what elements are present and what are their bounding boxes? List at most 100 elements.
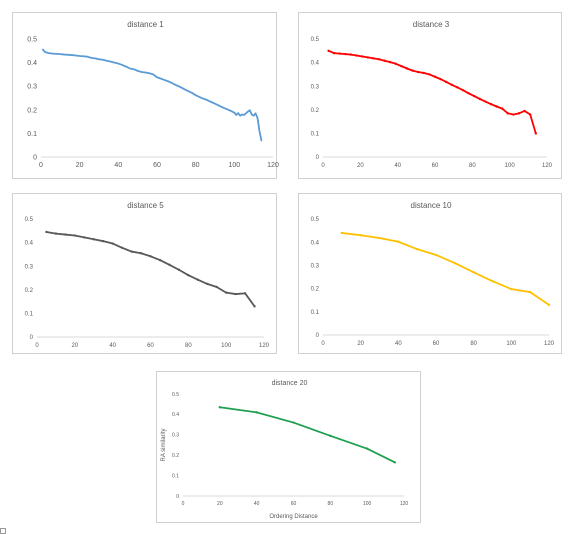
data-point [478,97,481,101]
x-axis-label: Ordering Distance [269,514,318,520]
data-point [491,279,494,283]
data-point [187,273,190,277]
y-tick-label: 0.2 [27,107,37,114]
data-point [45,230,48,234]
data-point [292,421,295,424]
x-tick-label: 120 [259,343,270,349]
data-point [400,64,403,68]
data-point [111,242,114,245]
data-point [510,287,513,291]
data-point [394,62,397,65]
series-line [42,48,263,142]
y-tick-label: 0.3 [27,84,37,91]
data-point [365,447,369,450]
data-point [333,51,336,55]
x-tick-label: 60 [432,163,439,169]
x-tick-label: 80 [469,163,476,169]
chart-title: distance 10 [411,201,452,210]
data-point [149,255,152,258]
x-tick-label: 120 [400,501,409,507]
data-point [340,231,344,235]
y-tick-label: 0.4 [311,61,320,67]
data-point [383,59,386,62]
data-point [224,291,228,294]
data-point [506,112,509,115]
y-tick-label: 0.1 [172,473,179,479]
data-point [393,461,396,464]
data-point [434,253,438,257]
x-tick-label: 40 [109,343,116,349]
x-tick-label: 120 [544,341,555,347]
series-line [45,231,256,308]
x-tick-label: 60 [147,343,154,349]
chart-panel-distance-3: distance 3 0 0.1 0.2 0.3 0.4 0.5 0 20 40 60 80 100 12… [298,12,562,179]
data-point [329,434,332,438]
x-tick-label: 40 [395,341,402,347]
x-tick-label: 20 [357,341,364,347]
y-tick-label: 0.1 [311,310,320,316]
x-tick-label: 40 [394,163,401,169]
y-tick-label: 0.2 [25,288,34,294]
y-tick-label: 0.3 [311,84,320,90]
y-tick-label: 0 [316,155,320,161]
x-tick-label: 120 [267,162,279,169]
data-point [501,107,504,110]
data-point [547,303,551,307]
y-tick-label: 0.1 [27,131,37,138]
chart-title: distance 20 [272,380,308,387]
x-tick-label: 20 [71,343,78,349]
x-tick-label: 0 [39,162,43,169]
data-point [338,52,341,55]
data-point [139,252,143,255]
data-point [253,305,256,308]
data-point [473,94,476,98]
y-tick-label: 0.4 [172,412,179,418]
data-point [517,112,521,115]
y-tick-label: 0.1 [25,312,34,318]
x-tick-label: 0 [321,341,325,347]
data-point [73,234,77,237]
data-point [378,236,381,240]
data-point [83,236,86,239]
x-tick-label: 0 [182,501,185,507]
x-tick-label: 20 [357,163,364,169]
data-point [372,57,375,60]
chart-svg: distance 20 0 0.1 0.2 0.3 0.4 0.5 0 20 40 60 80 100 1… [161,380,409,520]
y-tick-label: 0.5 [311,37,320,43]
data-point [196,278,199,281]
data-point [528,290,532,294]
y-tick-label: 0 [176,494,179,500]
chart-panel-distance-10: distance 10 0 0.1 0.2 0.3 0.4 0.5 0 20 40 60 80 100 1… [298,193,562,354]
data-point [130,250,133,253]
chart-svg: distance 10 0 0.1 0.2 0.3 0.4 0.5 0 20 40 60 80 100 1… [311,201,555,347]
y-tick-label: 0.2 [172,453,179,459]
chart-panel-distance-20: distance 20 0 0.1 0.2 0.3 0.4 0.5 0 20 40 60 80 100 1… [156,371,421,523]
chart-title: distance 3 [413,20,450,29]
data-point [512,113,515,116]
data-point [484,100,487,103]
data-point [389,60,392,64]
data-point [439,77,442,81]
y-tick-label: 0 [30,335,34,341]
chart-panel-distance-5: distance 5 0 0.1 0.2 0.3 0.4 0.5 0 20 40 60 80 100 12… [12,193,277,354]
x-tick-label: 60 [153,162,161,169]
x-tick-label: 100 [505,163,516,169]
data-point [450,83,453,86]
y-tick-label: 0.2 [311,287,320,293]
y-tick-label: 0.3 [172,433,179,439]
y-tick-label: 0 [316,333,320,339]
data-point [54,232,58,235]
data-point [523,109,526,113]
chart-title: distance 5 [127,201,164,210]
y-tick-label: 0.2 [311,108,320,114]
data-point [64,233,67,236]
x-tick-label: 0 [35,343,39,349]
y-tick-label: 0.4 [311,240,320,246]
y-tick-label: 0 [33,154,37,161]
x-tick-label: 60 [291,501,297,507]
y-tick-label: 0.5 [172,392,179,398]
y-tick-label: 0.3 [311,264,320,270]
data-point [422,71,425,75]
data-point [349,53,353,56]
data-point [359,234,362,237]
